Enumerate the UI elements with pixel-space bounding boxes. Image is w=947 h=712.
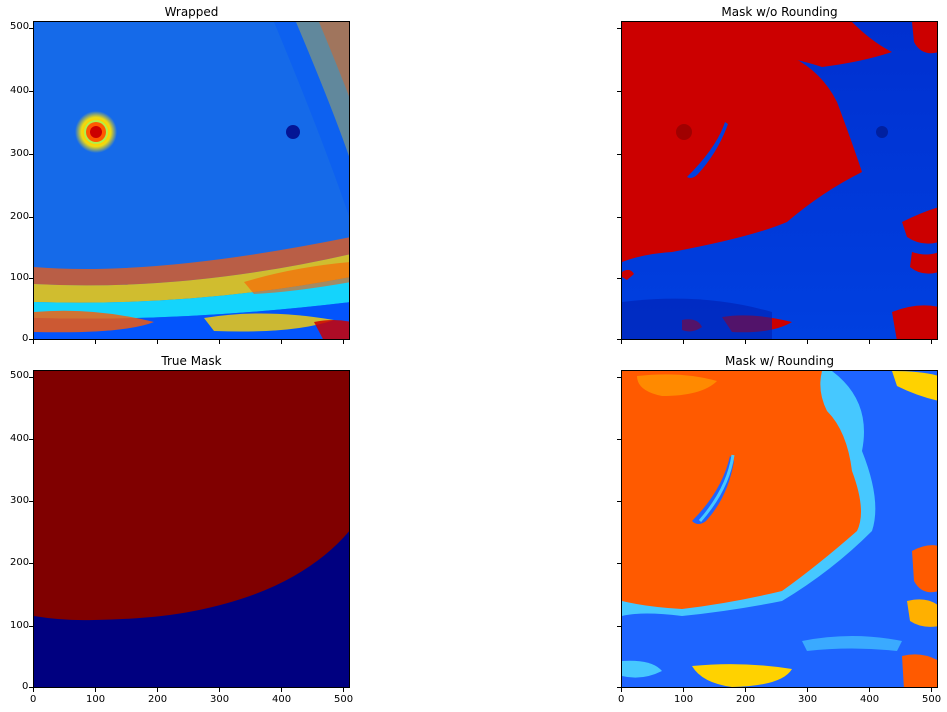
y-tick-label: 0 [22, 681, 29, 692]
y-tick-mark [617, 91, 621, 92]
y-tick-mark [29, 377, 33, 378]
image-true-mask [33, 370, 350, 688]
x-tick-label: 300 [798, 694, 818, 705]
image-wrapped-phase [33, 21, 350, 340]
x-tick-label: 300 [210, 694, 230, 705]
y-tick-mark [617, 563, 621, 564]
y-tick-mark [617, 217, 621, 218]
x-tick-mark [95, 688, 96, 692]
y-tick-label: 300 [10, 495, 30, 506]
x-tick-label: 400 [860, 694, 880, 705]
x-tick-mark [931, 340, 932, 344]
mask-with-rounding-image [622, 371, 937, 687]
x-tick-mark [931, 688, 932, 692]
x-tick-mark [219, 340, 220, 344]
x-tick-mark [807, 688, 808, 692]
y-tick-mark [29, 501, 33, 502]
x-tick-mark [869, 340, 870, 344]
x-tick-mark [343, 688, 344, 692]
mask-no-rounding-image [622, 22, 937, 339]
y-tick-mark [617, 626, 621, 627]
panel-title-mask-no-rounding: Mask w/o Rounding [721, 5, 838, 19]
x-tick-label: 100 [674, 694, 694, 705]
x-tick-mark [157, 688, 158, 692]
x-tick-label: 400 [272, 694, 292, 705]
y-tick-label: 200 [10, 557, 30, 568]
x-tick-mark [869, 688, 870, 692]
y-tick-mark [617, 439, 621, 440]
wrapped-phase-image [34, 22, 349, 339]
x-tick-mark [281, 340, 282, 344]
x-tick-mark [745, 340, 746, 344]
x-tick-label: 500 [334, 694, 354, 705]
y-tick-mark [617, 501, 621, 502]
panel-title-wrapped: Wrapped [164, 5, 219, 19]
y-tick-label: 400 [10, 433, 30, 444]
y-tick-mark [29, 563, 33, 564]
x-tick-mark [281, 688, 282, 692]
x-tick-mark [621, 340, 622, 344]
y-tick-mark [29, 278, 33, 279]
panel-title-mask-with-rounding: Mask w/ Rounding [725, 354, 834, 368]
x-tick-label: 0 [30, 694, 37, 705]
y-tick-mark [29, 217, 33, 218]
x-tick-mark [33, 688, 34, 692]
y-tick-label: 300 [10, 148, 30, 159]
x-tick-mark [157, 340, 158, 344]
y-tick-mark [617, 154, 621, 155]
y-tick-mark [29, 339, 33, 340]
x-tick-mark [745, 688, 746, 692]
image-mask-with-rounding [621, 370, 938, 688]
y-tick-label: 400 [10, 85, 30, 96]
x-tick-mark [33, 340, 34, 344]
panel-title-true-mask: True Mask [161, 354, 222, 368]
x-tick-label: 100 [86, 694, 106, 705]
y-tick-label: 100 [10, 620, 30, 631]
x-tick-label: 500 [922, 694, 942, 705]
x-tick-mark [219, 688, 220, 692]
y-tick-label: 200 [10, 211, 30, 222]
x-tick-mark [621, 688, 622, 692]
y-tick-mark [29, 626, 33, 627]
y-tick-label: 500 [10, 21, 30, 32]
x-tick-label: 200 [148, 694, 168, 705]
true-mask-image [34, 371, 349, 687]
y-tick-mark [617, 28, 621, 29]
y-tick-mark [617, 339, 621, 340]
y-tick-mark [617, 278, 621, 279]
y-tick-label: 500 [10, 370, 30, 381]
y-tick-label: 0 [22, 333, 29, 344]
y-tick-mark [29, 687, 33, 688]
x-tick-mark [683, 340, 684, 344]
y-tick-mark [617, 687, 621, 688]
y-tick-mark [29, 91, 33, 92]
y-tick-mark [617, 377, 621, 378]
x-tick-label: 200 [736, 694, 756, 705]
x-tick-mark [343, 340, 344, 344]
y-tick-mark [29, 154, 33, 155]
y-tick-label: 100 [10, 272, 30, 283]
x-tick-mark [807, 340, 808, 344]
x-tick-mark [683, 688, 684, 692]
image-mask-no-rounding [621, 21, 938, 340]
y-tick-mark [29, 439, 33, 440]
x-tick-mark [95, 340, 96, 344]
x-tick-label: 0 [618, 694, 625, 705]
y-tick-mark [29, 28, 33, 29]
